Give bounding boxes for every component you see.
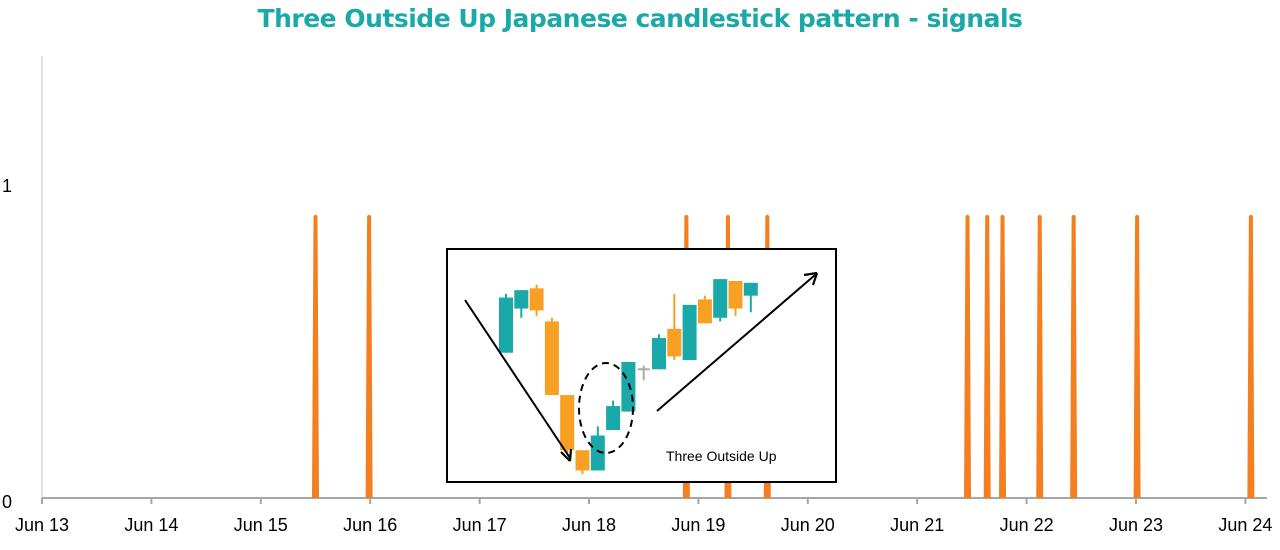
x-tick-label: Jun 20 xyxy=(781,515,835,535)
signal-spike xyxy=(983,214,991,499)
x-tick-label: Jun 24 xyxy=(1218,515,1272,535)
x-tick-label: Jun 23 xyxy=(1109,515,1163,535)
candle-body xyxy=(713,279,728,318)
candle-body xyxy=(560,395,575,451)
candle-body xyxy=(499,297,513,353)
downtrend-arrow xyxy=(464,299,571,459)
signal-spike xyxy=(1247,214,1255,499)
candle-body xyxy=(590,435,605,471)
uptrend-arrow xyxy=(656,274,816,412)
x-tick-label: Jun 22 xyxy=(1000,515,1054,535)
x-tick-label: Jun 13 xyxy=(15,515,69,535)
candle-body xyxy=(652,338,666,370)
signal-spike xyxy=(964,214,972,499)
chart-title: Three Outside Up Japanese candlestick pa… xyxy=(257,4,1023,33)
signal-spike xyxy=(365,214,373,499)
y-tick-label: 0 xyxy=(2,492,12,512)
pattern-inset: Three Outside Up xyxy=(446,248,837,483)
candle-body xyxy=(621,361,636,412)
x-tick-label: Jun 16 xyxy=(343,515,397,535)
y-tick-label: 1 xyxy=(2,176,12,196)
pattern-highlight-ellipse xyxy=(578,362,634,454)
inset-caption: Three Outside Up xyxy=(666,448,777,464)
signal-spike xyxy=(1070,214,1078,499)
candle-body xyxy=(728,280,743,309)
x-tick-label: Jun 18 xyxy=(562,515,616,535)
candle-body xyxy=(682,304,697,361)
signal-spike xyxy=(1036,214,1044,499)
inset-candles xyxy=(499,279,758,475)
candle-body xyxy=(514,290,529,309)
candle-body xyxy=(667,328,682,357)
x-tick-label: Jun 17 xyxy=(453,515,507,535)
uptrend-arrowhead-icon xyxy=(803,271,819,286)
candle-body xyxy=(575,450,590,471)
signal-spike xyxy=(312,214,319,499)
candle-body xyxy=(743,282,758,296)
signal-spike xyxy=(1133,214,1141,499)
x-tick-label: Jun 21 xyxy=(890,515,944,535)
x-tick-label: Jun 14 xyxy=(124,515,178,535)
candle-body xyxy=(529,288,544,311)
signal-spike xyxy=(999,214,1007,499)
x-ticks: Jun 13 Jun 14 Jun 15 Jun 16 Jun 17 Jun 18 Jun … xyxy=(15,498,1272,535)
x-tick-label: Jun 19 xyxy=(671,515,725,535)
axes: 0 1 xyxy=(2,56,1267,512)
downtrend-arrowhead-icon xyxy=(560,448,573,462)
candle-body xyxy=(697,299,712,324)
candle-body xyxy=(544,321,559,396)
candle-body xyxy=(606,406,621,430)
inset-frame xyxy=(446,248,837,483)
x-tick-label: Jun 15 xyxy=(234,515,288,535)
